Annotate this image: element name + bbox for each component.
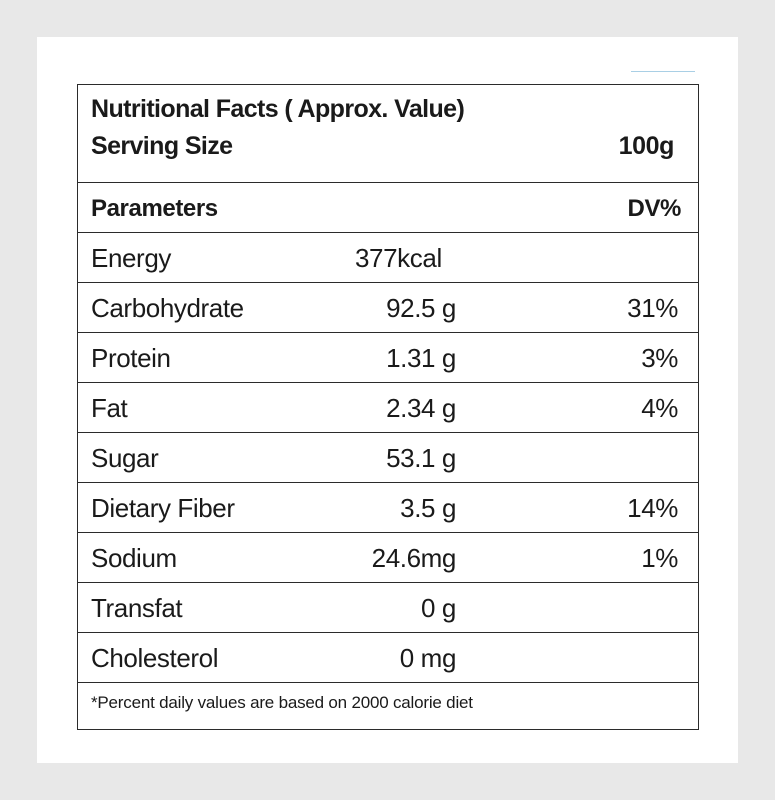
serving-size-value: 100g bbox=[618, 132, 675, 160]
nutrient-amount: 2.34 g bbox=[386, 393, 456, 423]
nutrient-dv: 3% bbox=[641, 343, 678, 373]
nutrient-name: Transfat bbox=[91, 593, 183, 623]
nutrient-dv: 1% bbox=[641, 543, 678, 573]
nutrient-amount: 377kcal bbox=[355, 243, 442, 273]
table-row-protein: Protein 1.31 g 3% bbox=[78, 332, 698, 382]
nutrient-amount: 0 g bbox=[421, 593, 456, 623]
table-row-sugar: Sugar 53.1 g bbox=[78, 432, 698, 482]
table-row-energy: Energy 377kcal bbox=[78, 232, 698, 282]
nutrition-facts-table: Nutritional Facts ( Approx. Value) Servi… bbox=[77, 84, 699, 730]
table-title: Nutritional Facts ( Approx. Value) bbox=[91, 95, 465, 123]
footnote-row: *Percent daily values are based on 2000 … bbox=[78, 682, 698, 729]
table-row-carbohydrate: Carbohydrate 92.5 g 31% bbox=[78, 282, 698, 332]
decorative-line bbox=[631, 71, 695, 72]
table-row-dietary-fiber: Dietary Fiber 3.5 g 14% bbox=[78, 482, 698, 532]
document-sheet bbox=[37, 37, 738, 763]
nutrient-amount: 0 mg bbox=[399, 643, 457, 673]
nutrient-name: Sugar bbox=[91, 443, 159, 473]
nutrient-dv: 31% bbox=[627, 293, 678, 323]
nutrient-name: Cholesterol bbox=[91, 643, 219, 673]
serving-size-label: Serving Size bbox=[91, 132, 233, 160]
table-row-cholesterol: Cholesterol 0 mg bbox=[78, 632, 698, 682]
nutrient-name: Energy bbox=[91, 243, 171, 273]
footnote-text: *Percent daily values are based on 2000 … bbox=[91, 693, 473, 712]
nutrient-name: Protein bbox=[91, 343, 171, 373]
nutrient-dv: 4% bbox=[641, 393, 678, 423]
table-row-sodium: Sodium 24.6mg 1% bbox=[78, 532, 698, 582]
nutrient-amount: 24.6mg bbox=[371, 543, 457, 573]
parameters-heading: Parameters bbox=[91, 195, 218, 222]
nutrient-name: Dietary Fiber bbox=[91, 493, 235, 523]
nutrient-amount: 53.1 g bbox=[386, 443, 456, 473]
nutrient-amount: 92.5 g bbox=[386, 293, 456, 323]
column-header-row: Parameters DV% bbox=[78, 182, 698, 232]
nutrient-amount: 1.31 g bbox=[386, 343, 456, 373]
table-header: Nutritional Facts ( Approx. Value) Servi… bbox=[78, 85, 698, 182]
nutrient-dv: 14% bbox=[627, 493, 678, 523]
nutrient-name: Sodium bbox=[91, 543, 177, 573]
nutrient-name: Fat bbox=[91, 393, 128, 423]
table-row-fat: Fat 2.34 g 4% bbox=[78, 382, 698, 432]
dv-percent-heading: DV% bbox=[627, 195, 682, 222]
nutrient-amount: 3.5 g bbox=[400, 493, 456, 523]
table-row-transfat: Transfat 0 g bbox=[78, 582, 698, 632]
nutrient-name: Carbohydrate bbox=[91, 293, 244, 323]
